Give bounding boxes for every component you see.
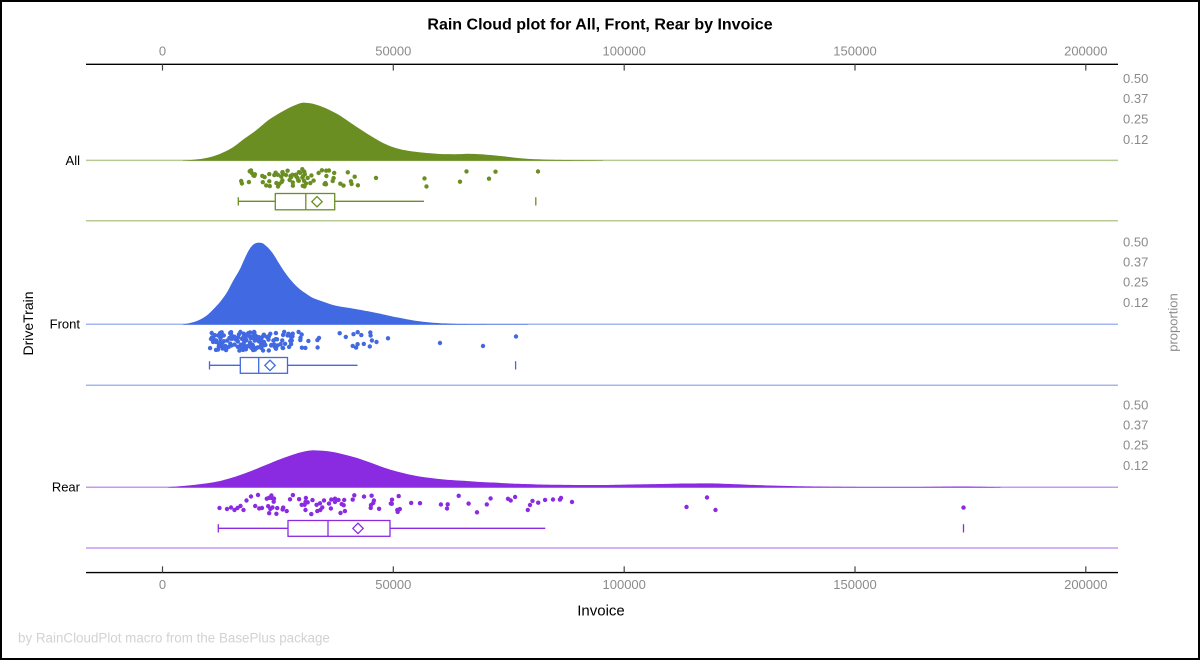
svg-text:0.37: 0.37 (1123, 91, 1148, 106)
svg-text:200000: 200000 (1064, 577, 1107, 592)
svg-text:0.37: 0.37 (1123, 255, 1148, 270)
svg-text:0.12: 0.12 (1123, 132, 1148, 147)
svg-text:0.50: 0.50 (1123, 71, 1148, 86)
svg-text:0.25: 0.25 (1123, 275, 1148, 290)
svg-text:150000: 150000 (833, 44, 876, 59)
svg-text:proportion: proportion (1166, 293, 1181, 352)
svg-text:50000: 50000 (375, 577, 411, 592)
svg-text:0.37: 0.37 (1123, 418, 1148, 433)
svg-text:Front: Front (50, 316, 81, 331)
svg-text:0.50: 0.50 (1123, 235, 1148, 250)
svg-text:150000: 150000 (833, 577, 876, 592)
svg-text:50000: 50000 (375, 44, 411, 59)
svg-text:0.50: 0.50 (1123, 398, 1148, 413)
svg-text:DriveTrain: DriveTrain (20, 291, 36, 355)
svg-text:All: All (66, 153, 81, 168)
svg-text:by RainCloudPlot macro from th: by RainCloudPlot macro from the BasePlus… (18, 631, 330, 646)
svg-text:0: 0 (159, 577, 166, 592)
svg-text:Invoice: Invoice (577, 603, 625, 620)
svg-text:100000: 100000 (603, 577, 646, 592)
svg-text:0.25: 0.25 (1123, 438, 1148, 453)
svg-text:100000: 100000 (603, 44, 646, 59)
svg-text:0.12: 0.12 (1123, 458, 1148, 473)
svg-text:0.25: 0.25 (1123, 112, 1148, 127)
svg-text:Rear: Rear (52, 479, 81, 494)
svg-text:0: 0 (159, 44, 166, 59)
svg-text:Rain Cloud plot for All, Front: Rain Cloud plot for All, Front, Rear by … (427, 17, 772, 34)
svg-text:0.12: 0.12 (1123, 295, 1148, 310)
svg-text:200000: 200000 (1064, 44, 1107, 59)
